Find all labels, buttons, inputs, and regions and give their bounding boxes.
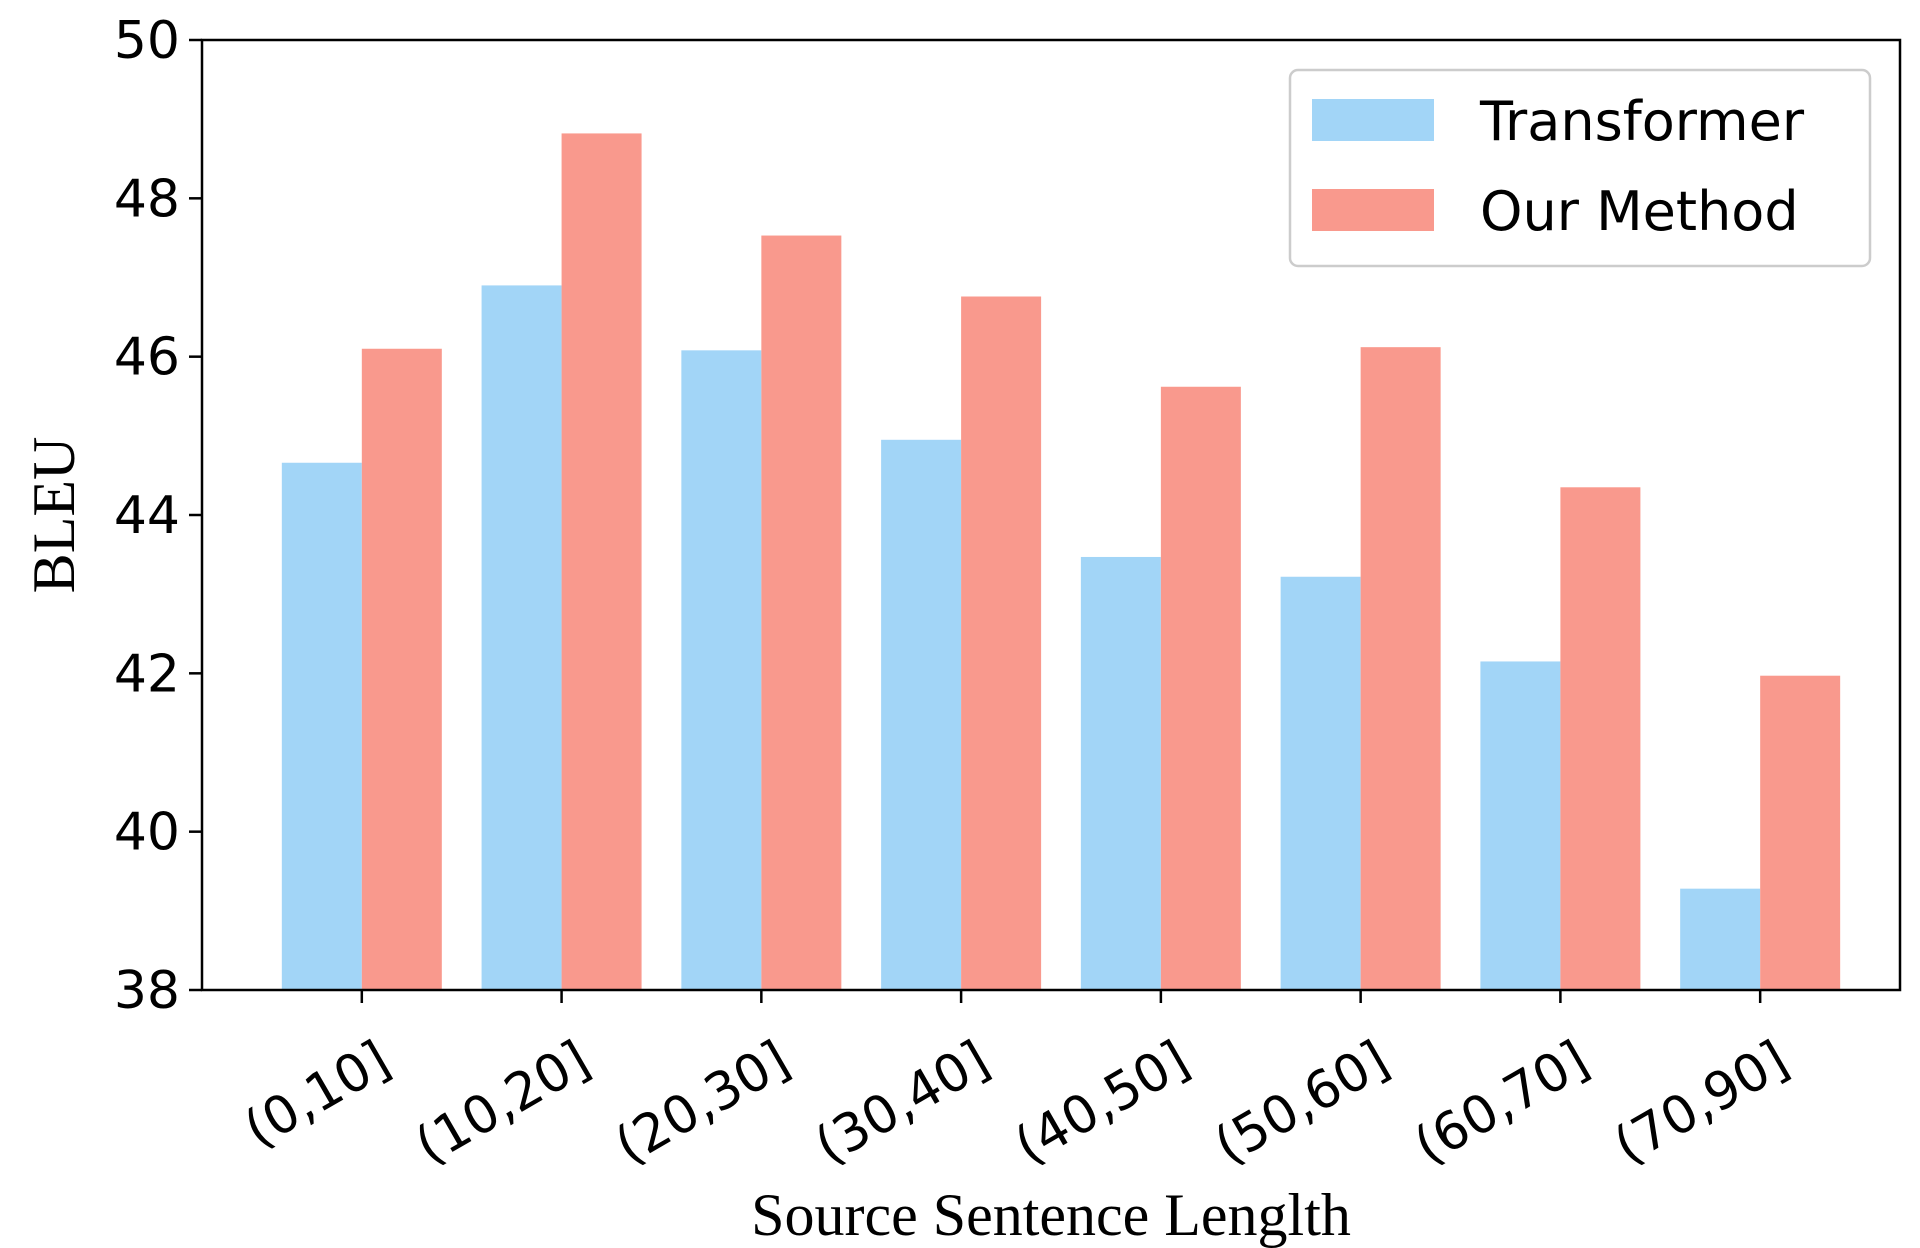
x-axis: (0,10] (10,20] (20,30] (30,40] (40,50] (50,60… bbox=[235, 990, 1798, 1177]
y-tick-label: 44 bbox=[114, 486, 180, 546]
bar-transformer-5 bbox=[1080, 556, 1161, 990]
y-tick-label: 48 bbox=[114, 169, 180, 229]
legend: Transformer Our Method bbox=[1288, 68, 1872, 268]
legend-label-transformer: Transformer bbox=[1479, 90, 1805, 153]
bar-our-method-4 bbox=[961, 296, 1042, 990]
x-axis-title: Source Sentence Lenglth bbox=[751, 1182, 1351, 1248]
y-tick-label: 40 bbox=[114, 803, 180, 863]
y-tick-label: 50 bbox=[114, 11, 180, 71]
bar-transformer-6 bbox=[1280, 576, 1361, 990]
y-tick-label: 42 bbox=[114, 644, 180, 704]
bar-transformer-3 bbox=[681, 350, 762, 990]
bar-our-method-1 bbox=[361, 348, 442, 990]
legend-swatch-our-method bbox=[1312, 189, 1434, 231]
x-tick-label: (50,60] bbox=[1205, 1030, 1399, 1177]
x-tick-label: (10,20] bbox=[406, 1030, 600, 1177]
x-tick-label: (40,50] bbox=[1005, 1030, 1199, 1177]
bar-our-method-3 bbox=[761, 235, 842, 990]
bar-transformer-1 bbox=[281, 462, 362, 990]
bars-layer bbox=[281, 133, 1841, 991]
bar-our-method-6 bbox=[1360, 347, 1441, 991]
y-axis-title: BLEU bbox=[21, 437, 87, 594]
y-tick-label: 46 bbox=[114, 328, 180, 388]
x-tick-label: (20,30] bbox=[606, 1030, 800, 1177]
bar-transformer-7 bbox=[1480, 661, 1561, 990]
x-tick-label: (60,70] bbox=[1405, 1030, 1599, 1177]
bar-our-method-5 bbox=[1160, 386, 1241, 990]
x-tick-label: (0,10] bbox=[235, 1030, 400, 1160]
legend-swatch-transformer bbox=[1312, 99, 1434, 141]
bar-transformer-2 bbox=[481, 285, 562, 991]
bar-our-method-7 bbox=[1560, 487, 1641, 990]
x-tick-label: (30,40] bbox=[805, 1030, 999, 1177]
bar-transformer-8 bbox=[1680, 888, 1761, 990]
legend-frame bbox=[1288, 68, 1872, 268]
legend-label-our-method: Our Method bbox=[1480, 180, 1799, 243]
bar-transformer-4 bbox=[881, 439, 962, 991]
bar-our-method-8 bbox=[1760, 675, 1841, 990]
y-tick-label: 38 bbox=[114, 961, 180, 1021]
bar-our-method-2 bbox=[561, 133, 642, 990]
y-axis: 38 40 42 44 46 48 50 bbox=[114, 11, 202, 1021]
x-tick-label: (70,90] bbox=[1604, 1030, 1798, 1177]
